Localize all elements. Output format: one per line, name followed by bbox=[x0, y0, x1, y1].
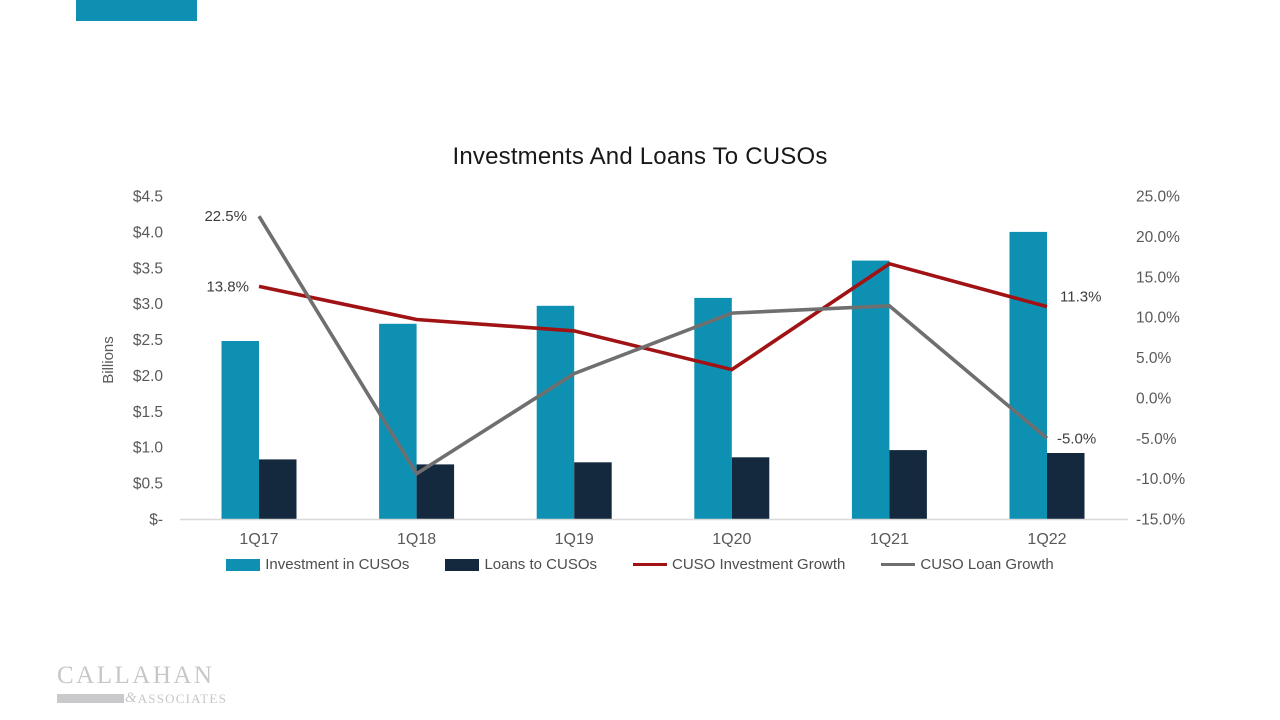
left-axis-tick: $4.0 bbox=[133, 224, 164, 241]
legend-swatch-bar-icon bbox=[445, 558, 480, 571]
x-axis-label: 1Q22 bbox=[1027, 531, 1066, 548]
data-label: -5.0% bbox=[1057, 430, 1096, 447]
left-axis-tick: $- bbox=[149, 512, 163, 529]
legend-item-cuso-loan-growth: CUSO Loan Growth bbox=[881, 556, 1054, 573]
right-axis-tick: 5.0% bbox=[1136, 350, 1172, 367]
legend-item-cuso-investment-growth: CUSO Investment Growth bbox=[633, 556, 845, 573]
legend-label: Investment in CUSOs bbox=[265, 556, 410, 573]
legend-item-loans-to-cusos: Loans to CUSOs bbox=[445, 556, 597, 573]
brand-accent-bar bbox=[76, 0, 197, 21]
data-label: 11.3% bbox=[1060, 289, 1101, 306]
line-cuso-loan-growth bbox=[257, 215, 1049, 477]
bar-1-1Q18 bbox=[416, 464, 455, 519]
bar-0-1Q22 bbox=[1009, 231, 1047, 519]
line-cuso-investment-growth bbox=[258, 261, 1048, 372]
bar-1-1Q19 bbox=[574, 462, 612, 519]
bar-1-1Q21 bbox=[889, 450, 927, 519]
chart-title: Investments And Loans To CUSOs bbox=[452, 143, 828, 170]
left-axis-tick: $1.5 bbox=[133, 404, 163, 421]
legend-swatch-line-icon bbox=[881, 562, 916, 567]
logo-subline: & ASSOCIATES bbox=[57, 690, 227, 707]
x-axis-label: 1Q18 bbox=[397, 531, 436, 548]
left-axis-tick: $0.5 bbox=[133, 476, 163, 493]
legend-label: CUSO Investment Growth bbox=[672, 556, 846, 573]
logo-subline-text: ASSOCIATES bbox=[137, 690, 227, 706]
bar-0-1Q20 bbox=[694, 297, 732, 519]
x-axis-label: 1Q20 bbox=[712, 531, 751, 548]
left-axis-tick: $2.0 bbox=[133, 368, 164, 385]
left-axis-tick: $1.0 bbox=[133, 440, 164, 457]
legend-swatch-bar-icon bbox=[226, 558, 261, 571]
data-label: 13.8% bbox=[206, 278, 249, 295]
left-axis-tick: $4.5 bbox=[133, 189, 163, 206]
bars-layer bbox=[221, 231, 1085, 519]
bar-1-1Q20 bbox=[731, 457, 770, 519]
chart-legend: Investment in CUSOs Loans to CUSOs CUSO … bbox=[0, 556, 1280, 573]
legend-swatch-line-icon bbox=[633, 562, 667, 567]
legend-label: CUSO Loan Growth bbox=[920, 556, 1054, 573]
left-axis-tick: $2.5 bbox=[133, 332, 163, 349]
left-axis-tick: $3.5 bbox=[133, 260, 163, 277]
right-axis-tick: -5.0% bbox=[1136, 431, 1177, 448]
bar-1-1Q22 bbox=[1047, 453, 1085, 519]
logo-bar-decoration bbox=[57, 694, 125, 704]
left-axis-title: Billions bbox=[100, 336, 117, 384]
x-axis-label: 1Q19 bbox=[555, 531, 594, 548]
right-axis-tick: 20.0% bbox=[1136, 229, 1180, 246]
legend-item-investment-in-cusos: Investment in CUSOs bbox=[226, 556, 409, 573]
bar-0-1Q17 bbox=[221, 341, 259, 519]
bar-0-1Q21 bbox=[851, 260, 890, 519]
x-axis-label: 1Q17 bbox=[239, 531, 278, 548]
right-axis-tick: 25.0% bbox=[1136, 189, 1180, 206]
right-axis-tick: 0.0% bbox=[1136, 390, 1172, 407]
bar-1-1Q17 bbox=[259, 459, 297, 519]
logo-wordmark: CALLAHAN bbox=[57, 662, 215, 689]
right-axis-tick: -15.0% bbox=[1136, 512, 1185, 529]
bar-0-1Q19 bbox=[536, 305, 575, 519]
right-axis-tick: 10.0% bbox=[1136, 310, 1180, 327]
left-axis-tick: $3.0 bbox=[133, 296, 164, 313]
legend-label: Loans to CUSOs bbox=[484, 556, 597, 573]
lines-layer bbox=[257, 215, 1049, 477]
callahan-associates-logo: CALLAHAN & ASSOCIATES bbox=[57, 662, 227, 707]
right-axis-tick: 15.0% bbox=[1136, 269, 1180, 286]
right-axis-tick: -10.0% bbox=[1136, 471, 1185, 488]
x-axis-label: 1Q21 bbox=[870, 531, 909, 548]
logo-ampersand: & bbox=[125, 690, 137, 707]
data-label: 22.5% bbox=[204, 208, 247, 225]
